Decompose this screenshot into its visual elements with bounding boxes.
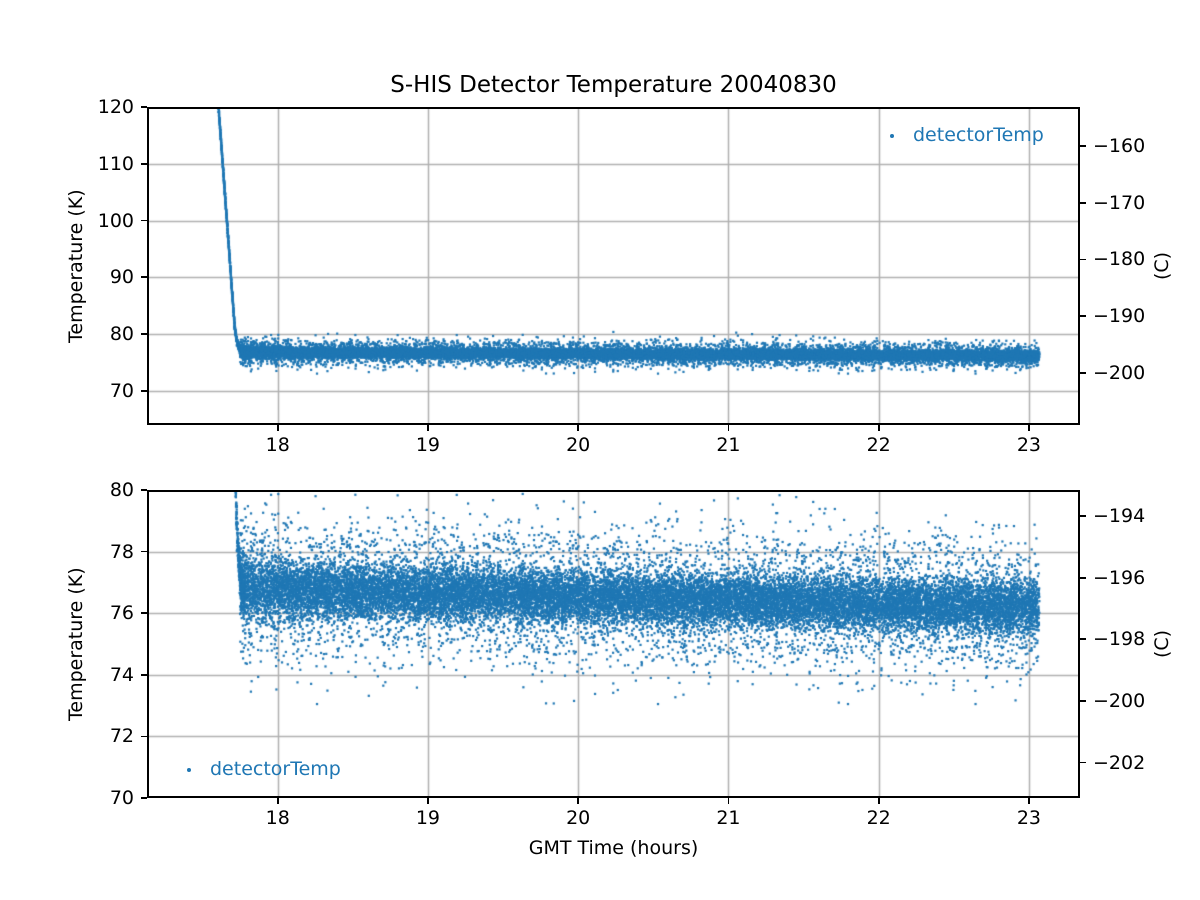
x-tick-mark [427, 798, 429, 804]
y-tick-label-right: −200 [1093, 689, 1146, 712]
y-tick-mark-right [1080, 201, 1086, 204]
x-tick-mark [427, 425, 429, 431]
y-tick-mark-right [1080, 638, 1086, 641]
x-tick-label: 18 [265, 434, 290, 456]
y-tick-mark-left [141, 333, 147, 336]
y-tick-label-right: −180 [1093, 248, 1146, 271]
y-tick-label-right: −198 [1093, 628, 1146, 651]
overview-legend: detectorTemp [890, 124, 1044, 147]
y-tick-label-right: −194 [1093, 505, 1146, 528]
y-tick-label-left: 80 [109, 479, 134, 501]
y-tick-label-left: 80 [109, 323, 134, 346]
y-tick-mark-left [141, 390, 147, 392]
zoomed-legend: detectorTemp [187, 758, 341, 781]
chart-title: S-HIS Detector Temperature 20040830 [390, 72, 837, 98]
y-tick-label-right: −200 [1093, 362, 1146, 385]
y-tick-label-right: −196 [1093, 566, 1146, 589]
y-tick-label-left: 78 [109, 540, 134, 563]
x-tick-mark [276, 425, 279, 431]
x-tick-label: 21 [716, 434, 741, 456]
legend-marker-icon [890, 133, 894, 138]
y-tick-mark-right [1080, 700, 1086, 702]
y-tick-mark-right [1080, 515, 1086, 518]
x-tick-mark [1028, 425, 1030, 431]
overview-plot-canvas [147, 107, 1080, 425]
zoomed-ylabel-left: Temperature (K) [65, 567, 87, 721]
y-tick-label-right: −160 [1093, 134, 1146, 157]
x-tick-mark [727, 425, 730, 431]
y-tick-label-left: 100 [97, 209, 134, 232]
x-tick-label: 20 [566, 807, 591, 829]
y-tick-label-left: 120 [97, 96, 134, 118]
y-tick-mark-left [141, 797, 147, 799]
legend-label: detectorTemp [913, 124, 1044, 146]
x-tick-label: 22 [866, 807, 891, 829]
y-tick-mark-left [141, 489, 147, 491]
x-axis-label: GMT Time (hours) [528, 837, 699, 859]
y-tick-mark-right [1080, 576, 1086, 579]
y-tick-mark-left [141, 276, 147, 279]
y-tick-mark-right [1080, 761, 1086, 764]
x-tick-label: 23 [1016, 807, 1041, 829]
y-tick-label-right: −170 [1093, 191, 1146, 214]
y-tick-mark-left [141, 612, 147, 615]
y-tick-mark-left [141, 162, 147, 165]
y-tick-mark-left [141, 550, 147, 553]
x-tick-label: 18 [265, 807, 290, 829]
x-tick-mark [877, 798, 880, 804]
x-tick-mark [577, 425, 580, 431]
y-tick-label-right: −190 [1093, 305, 1146, 328]
zoomed-plot-canvas [147, 490, 1080, 798]
x-tick-mark [1028, 798, 1030, 804]
y-tick-label-right: −202 [1093, 751, 1146, 774]
y-tick-label-left: 110 [97, 152, 134, 175]
y-tick-mark-left [141, 106, 147, 108]
x-tick-mark [577, 798, 580, 804]
y-tick-label-left: 90 [109, 266, 134, 289]
x-tick-label: 22 [866, 434, 891, 456]
x-tick-mark [276, 798, 279, 804]
x-tick-label: 19 [415, 807, 441, 829]
x-tick-label: 20 [566, 434, 591, 456]
x-tick-mark [877, 425, 880, 431]
y-tick-label-left: 72 [109, 725, 134, 748]
y-tick-label-left: 74 [109, 663, 134, 686]
y-tick-mark-right [1080, 144, 1086, 147]
y-tick-mark-left [141, 219, 147, 222]
y-tick-mark-right [1080, 372, 1086, 374]
y-tick-mark-left [141, 673, 147, 676]
y-tick-mark-right [1080, 315, 1086, 318]
y-tick-mark-left [141, 735, 147, 738]
x-tick-label: 19 [415, 434, 441, 456]
y-tick-label-left: 70 [109, 379, 134, 402]
legend-marker-icon [187, 767, 191, 772]
x-tick-label: 21 [716, 807, 741, 829]
x-tick-label: 23 [1016, 434, 1041, 456]
y-tick-label-left: 76 [109, 602, 134, 625]
y-tick-label-left: 70 [109, 787, 134, 809]
x-tick-mark [727, 798, 730, 804]
y-tick-mark-right [1080, 258, 1086, 261]
legend-label: detectorTemp [210, 758, 341, 780]
